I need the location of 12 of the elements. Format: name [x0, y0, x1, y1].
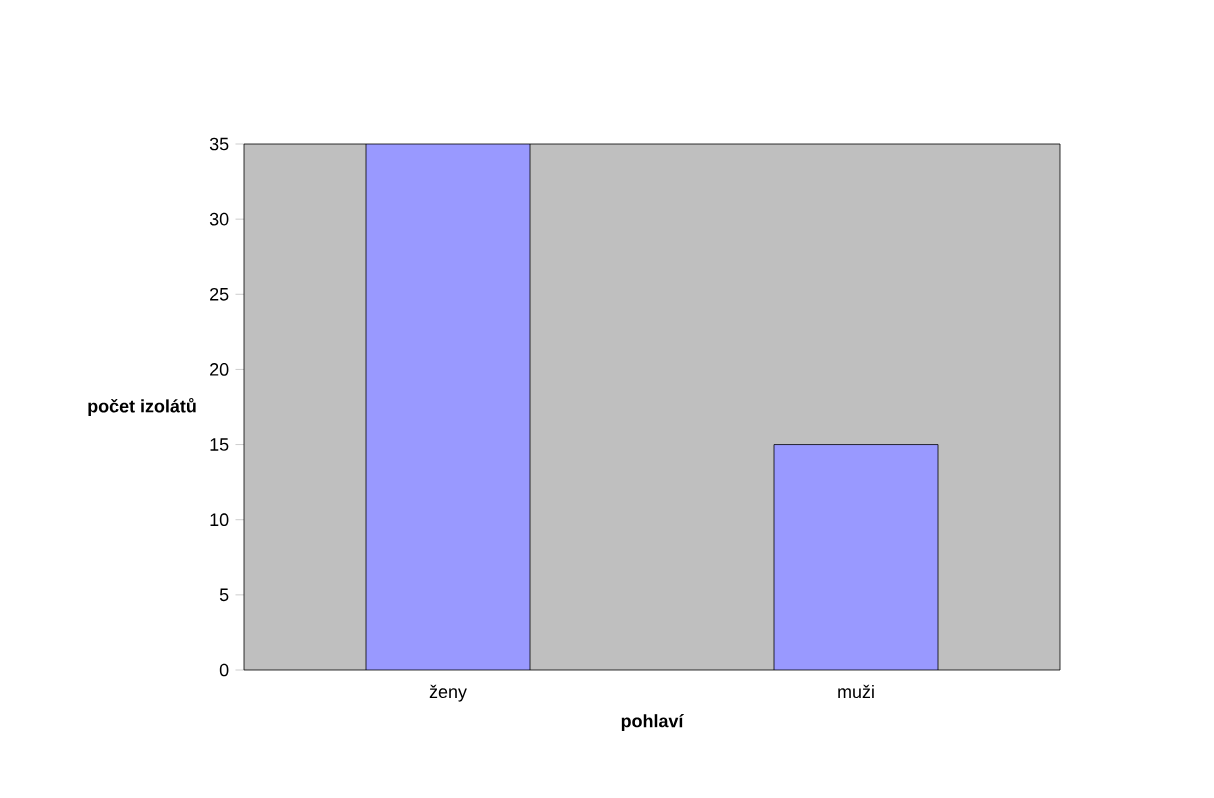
y-axis-title: počet izolátů: [88, 397, 196, 417]
y-tick-label: 15: [210, 438, 229, 451]
x-tick-label: muži: [838, 684, 874, 699]
y-tick-label: 35: [209, 137, 229, 151]
y-tick-label: 5: [219, 588, 229, 602]
x-axis-title: pohlaví: [621, 714, 684, 731]
x-tick-label: ženy: [429, 684, 467, 702]
y-tick-label: 10: [210, 513, 229, 527]
y-tick-label: 0: [219, 663, 229, 677]
y-tick-label: 25: [210, 287, 229, 301]
y-tick-label: 20: [210, 363, 229, 376]
y-tick-label: 30: [209, 212, 229, 226]
